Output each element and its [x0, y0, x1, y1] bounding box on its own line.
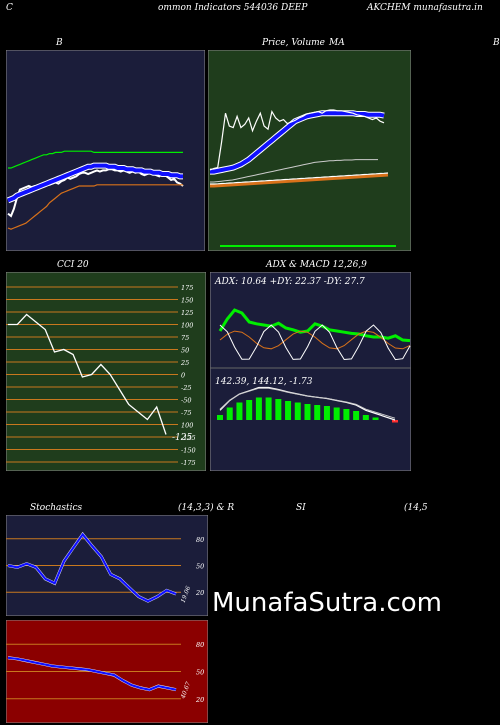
cci-last-label: -125 — [172, 433, 192, 443]
price-chart — [208, 50, 411, 251]
macd-histogram-bar — [314, 405, 321, 420]
lower-band-line — [7, 184, 183, 230]
cci-chart: 175 150 125 100 75 50 25 0 -25 -50 -75 100 -125 -150 -… — [6, 272, 206, 471]
ma-long-line — [210, 173, 389, 188]
macd-histogram-bar — [275, 399, 282, 420]
macd-histogram-bar — [294, 402, 301, 420]
title-stoch-si: SI — [296, 503, 306, 513]
macd-histogram-bar — [323, 406, 330, 420]
title-stoch-right: (14,5 — [404, 503, 428, 513]
macd-histogram-bar — [343, 409, 350, 420]
title-b-right: B — [493, 38, 500, 48]
cci-tick-label: 50 — [181, 347, 189, 355]
middle-band-line — [7, 163, 183, 203]
rsi-tick-label: 50 — [196, 669, 204, 677]
adx-macd-bg — [210, 272, 411, 471]
cci-tick-label: -50 — [181, 397, 191, 405]
upper-band-line — [8, 150, 183, 169]
volume-bar — [220, 245, 396, 247]
macd-histogram-bar — [392, 420, 398, 423]
cci-line — [8, 313, 167, 435]
cci-tick-label: 150 — [181, 297, 193, 305]
macd-histogram-bar — [333, 407, 340, 420]
minus-di-line — [219, 330, 411, 350]
title-cci: CCI 20 — [57, 260, 89, 270]
price-bg — [208, 50, 411, 251]
ma-mid-line — [210, 159, 378, 183]
cci-tick-label: 75 — [181, 334, 189, 342]
rsi-tick-label: 80 — [196, 641, 204, 649]
plus-di-line — [219, 324, 411, 361]
ma-pink-line — [210, 172, 389, 185]
cci-tick-label: -125 — [181, 434, 196, 442]
title-price-c: MA — [328, 38, 345, 48]
stochastics-tick-label: 50 — [196, 563, 204, 571]
stochastics-tick-label: 80 — [196, 536, 204, 544]
macd-label: 142.39, 144.12, -1.73 — [215, 377, 313, 387]
macd-signal-line — [219, 387, 396, 419]
title-stoch-mid: (14,3,3) & R — [178, 503, 235, 513]
cci-tick-label: -150 — [181, 447, 196, 455]
stochastics-line — [7, 532, 177, 603]
title-price-b: Volume — [291, 38, 325, 48]
macd-histogram-bar — [353, 411, 360, 420]
watermark: MunafaSutra.com — [212, 588, 443, 618]
adx-macd-chart: ADX: 10.64 +DY: 22.37 -DY: 27.7 142.39, … — [210, 272, 411, 471]
cci-tick-label: -175 — [181, 459, 196, 467]
header-right: AKCHEM munafasutra.in — [367, 3, 483, 13]
rsi-tick-label: 20 — [195, 696, 204, 704]
cci-bg — [6, 272, 206, 471]
macd-histogram-bar — [265, 397, 272, 420]
macd-histogram-bar — [255, 397, 262, 420]
title-b: B — [56, 38, 63, 48]
title-adx-macd: ADX & MACD 12,26,9 — [266, 260, 367, 270]
macd-histogram-bar — [372, 417, 379, 420]
cci-tick-label: -75 — [181, 409, 191, 417]
cci-tick-label: -25 — [181, 384, 191, 392]
macd-histogram-bar — [285, 401, 292, 420]
macd-histogram-bar — [304, 404, 311, 420]
title-price: Price, Volume MA — [262, 38, 345, 48]
bollinger-chart — [6, 50, 205, 251]
cci-tick-label: 0 — [181, 372, 185, 380]
macd-histogram-bar — [246, 400, 253, 420]
macd-histogram-bar — [217, 415, 223, 420]
rsi-line — [7, 656, 177, 691]
header-left: C — [6, 3, 13, 13]
cci-tick-label: 25 — [180, 359, 189, 367]
close-price-line — [209, 109, 385, 171]
cci-tick-label: 100 — [181, 422, 193, 430]
title-stoch-left: Stochastics — [30, 503, 83, 513]
macd-histogram-bar — [226, 407, 233, 420]
stochastics-tick-label: 20 — [195, 589, 204, 597]
macd-histogram-bar — [236, 402, 243, 420]
cci-tick-label: 125 — [181, 309, 193, 317]
cci-tick-label: 100 — [181, 322, 193, 330]
bollinger-bg — [6, 50, 205, 251]
header-mid: ommon Indicators 544036 DEEP — [158, 3, 308, 13]
title-price-a: Price, — [262, 38, 289, 48]
macd-histogram-bar — [362, 415, 369, 420]
adx-label: ADX: 10.64 +DY: 22.37 -DY: 27.7 — [214, 277, 365, 287]
adx-line — [218, 308, 411, 343]
cci-tick-label: 175 — [181, 284, 193, 292]
